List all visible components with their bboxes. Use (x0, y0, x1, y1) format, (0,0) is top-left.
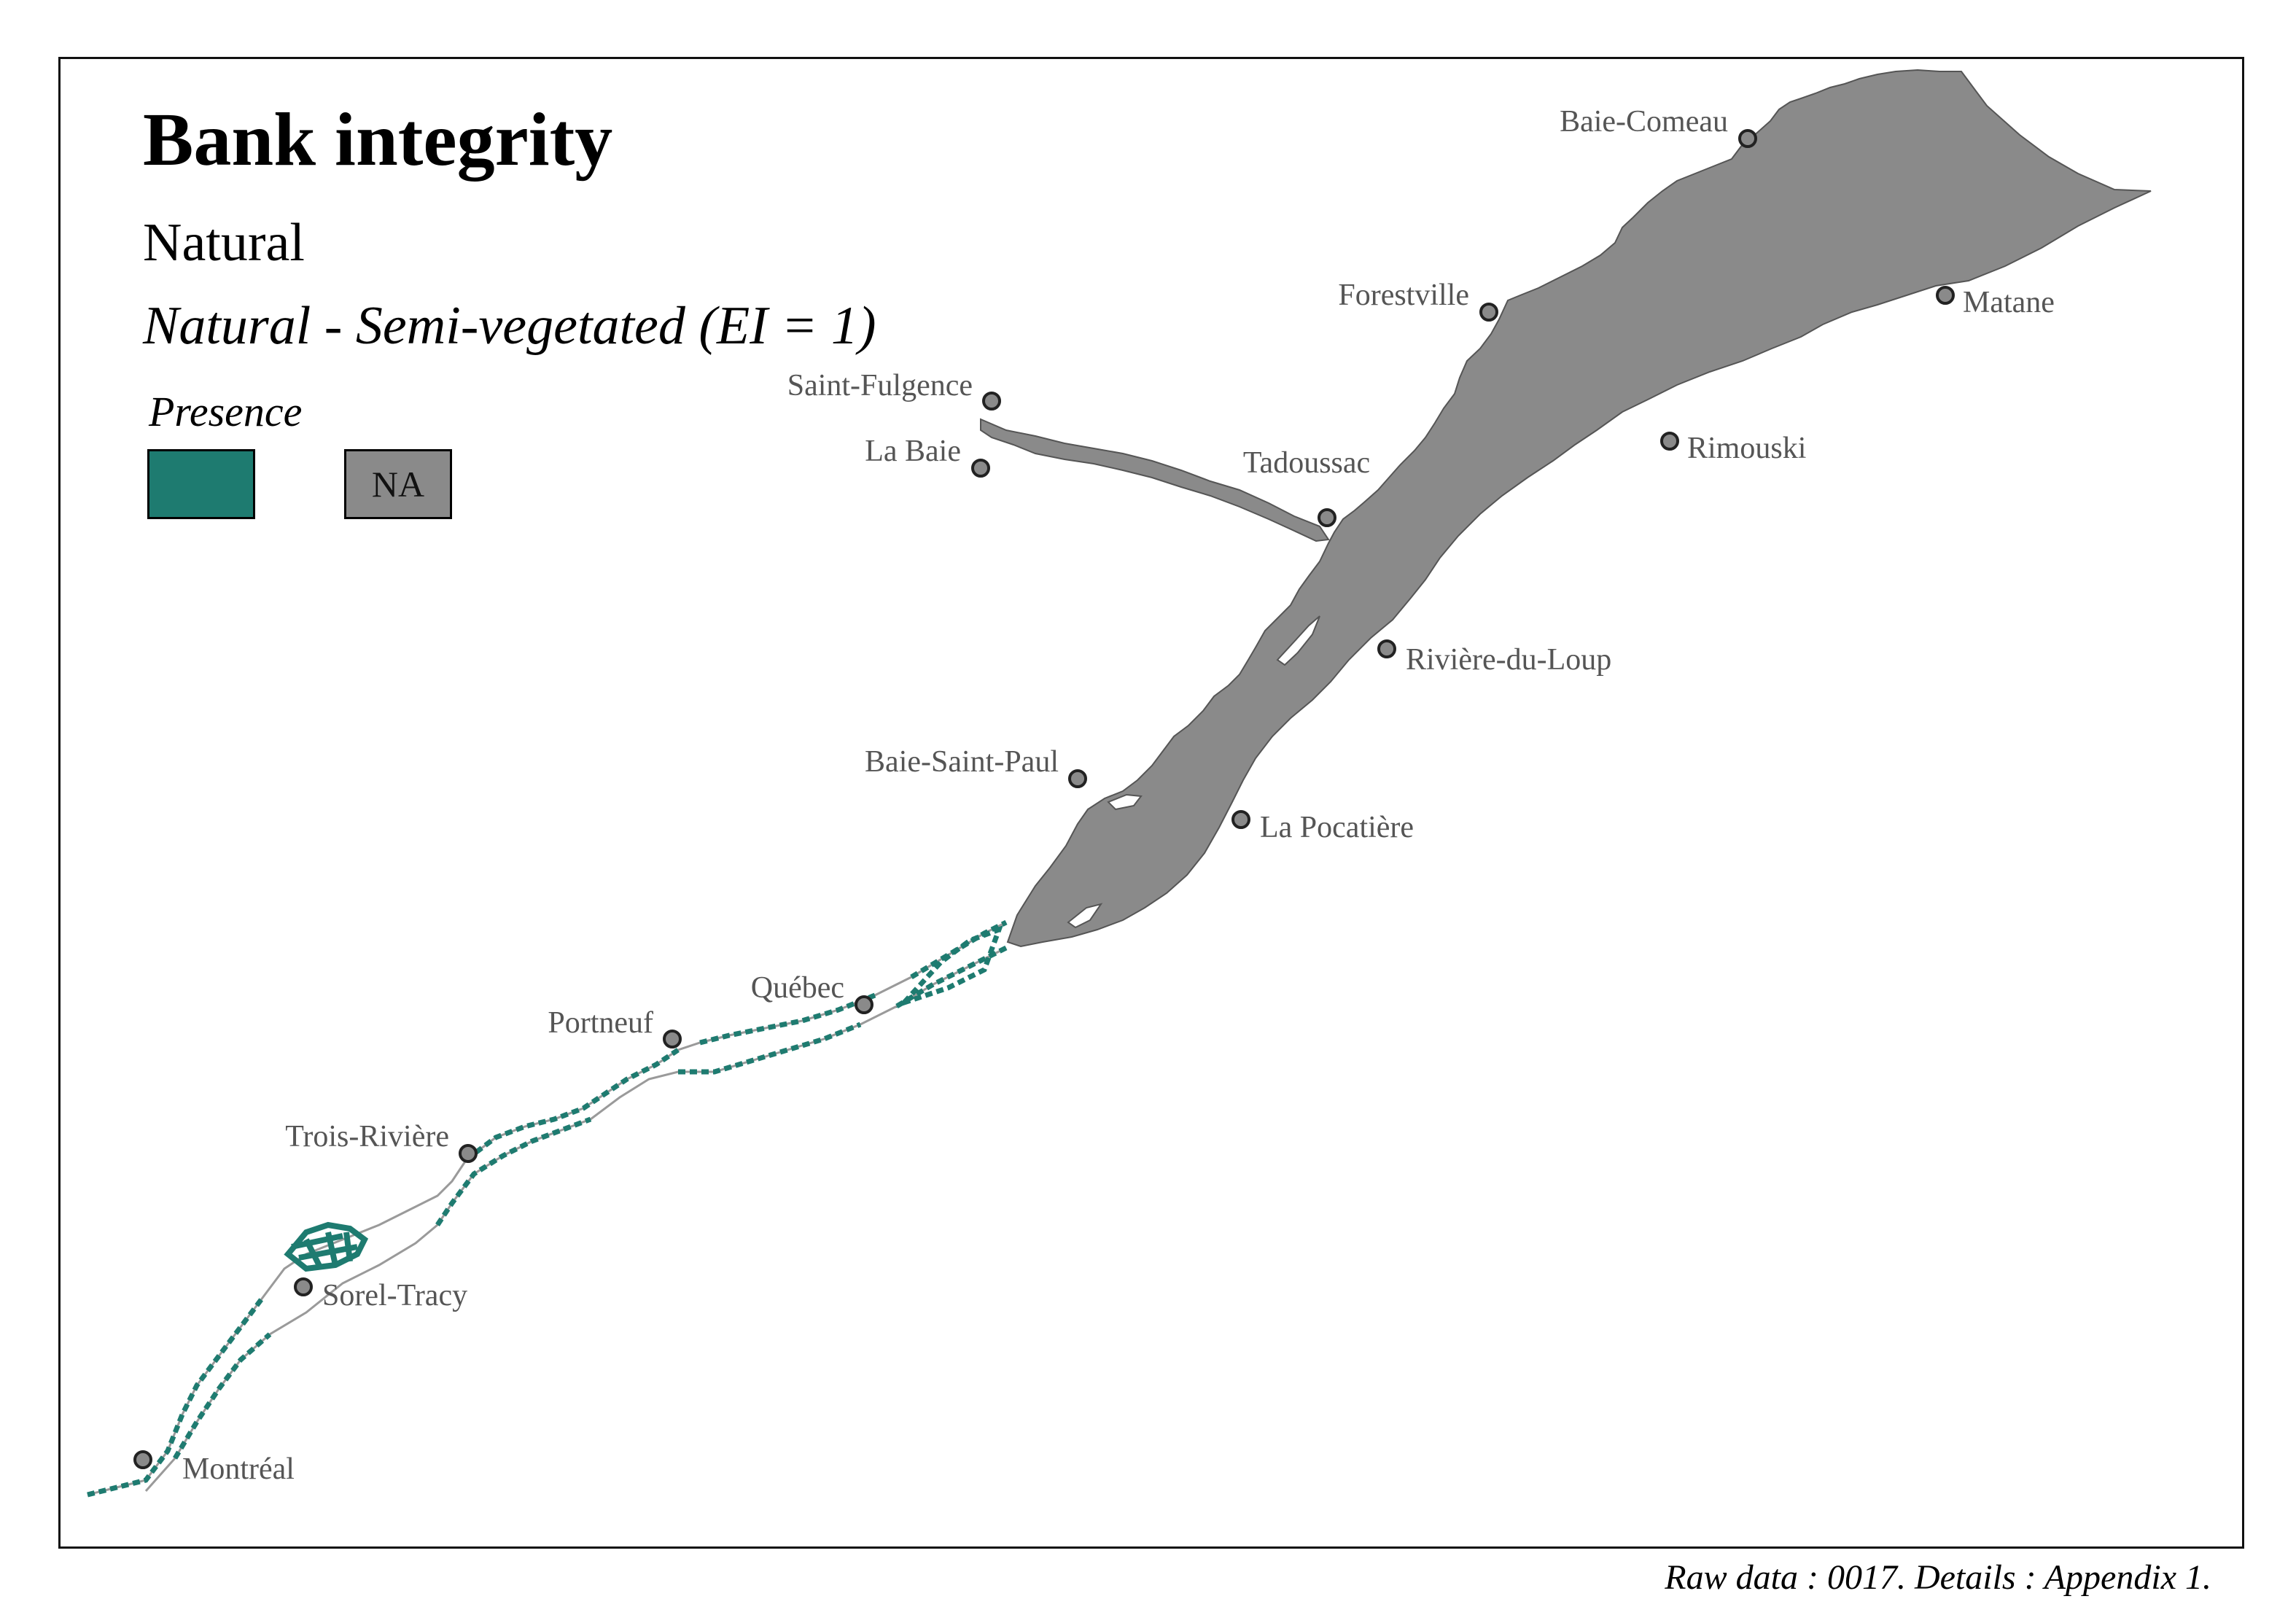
city-sorel-tracy: Sorel-Tracy (294, 1277, 467, 1312)
estuary-na-area (1006, 69, 2152, 948)
city-label-matane: Matane (1963, 286, 2055, 319)
map-subtitle-detail: Natural - Semi-vegetated (EI = 1) (143, 296, 876, 356)
city-label-portneuf: Portneuf (548, 1006, 653, 1040)
city-matane: Matane (1936, 286, 2055, 319)
city-baie-saint-paul: Baie-Saint-Paul (865, 745, 1087, 788)
legend-na-label: NA (371, 464, 425, 505)
city-label-tadoussac: Tadoussac (1243, 446, 1370, 480)
city-tadoussac: Tadoussac (1243, 446, 1370, 527)
city-label-quebec: Québec (751, 971, 844, 1005)
presence-lac-saint-pierre (284, 1221, 369, 1272)
city-la-baie: La Baie (865, 435, 990, 478)
city-baie-comeau: Baie-Comeau (1560, 105, 1757, 148)
city-quebec: Québec (751, 971, 873, 1014)
legend-title: Presence (149, 388, 303, 435)
city-riviere-du-loup: Rivière-du-Loup (1377, 639, 1611, 677)
isle-aux-coudres (1107, 793, 1143, 811)
legend-presence-swatch (147, 449, 255, 519)
city-label-rimouski: Rimouski (1687, 432, 1806, 465)
map-subtitle: Natural (143, 213, 305, 273)
city-label-trois-riviere: Trois-Rivière (285, 1120, 449, 1153)
city-label-la-baie: La Baie (865, 435, 961, 468)
city-rimouski: Rimouski (1660, 432, 1806, 465)
city-portneuf: Portneuf (548, 1006, 682, 1048)
estuary-island (1276, 615, 1320, 666)
city-label-la-pocatiere: La Pocatière (1260, 811, 1414, 844)
map-title: Bank integrity (143, 98, 613, 182)
city-label-riviere-du-loup: Rivière-du-Loup (1406, 643, 1611, 677)
source-caption: Raw data : 0017. Details : Appendix 1. (1665, 1558, 2211, 1597)
city-label-saint-fulgence: Saint-Fulgence (787, 369, 973, 402)
city-label-forestville: Forestville (1338, 279, 1469, 312)
saguenay-fjord (980, 418, 1330, 542)
city-label-baie-comeau: Baie-Comeau (1560, 105, 1728, 139)
city-label-sorel-tracy: Sorel-Tracy (322, 1279, 467, 1312)
map-frame (58, 57, 2244, 1549)
city-label-montreal: Montréal (182, 1452, 295, 1486)
city-saint-fulgence: Saint-Fulgence (787, 369, 1001, 410)
city-forestville: Forestville (1338, 279, 1498, 322)
presence-bank-segments (87, 919, 1008, 1498)
city-label-baie-saint-paul: Baie-Saint-Paul (865, 745, 1059, 779)
city-la-pocatiere: La Pocatière (1231, 810, 1414, 844)
city-montreal: Montréal (133, 1450, 295, 1486)
legend-na-swatch: NA (344, 449, 452, 519)
city-trois-riviere: Trois-Rivière (285, 1120, 478, 1163)
lower-island (1067, 903, 1103, 929)
